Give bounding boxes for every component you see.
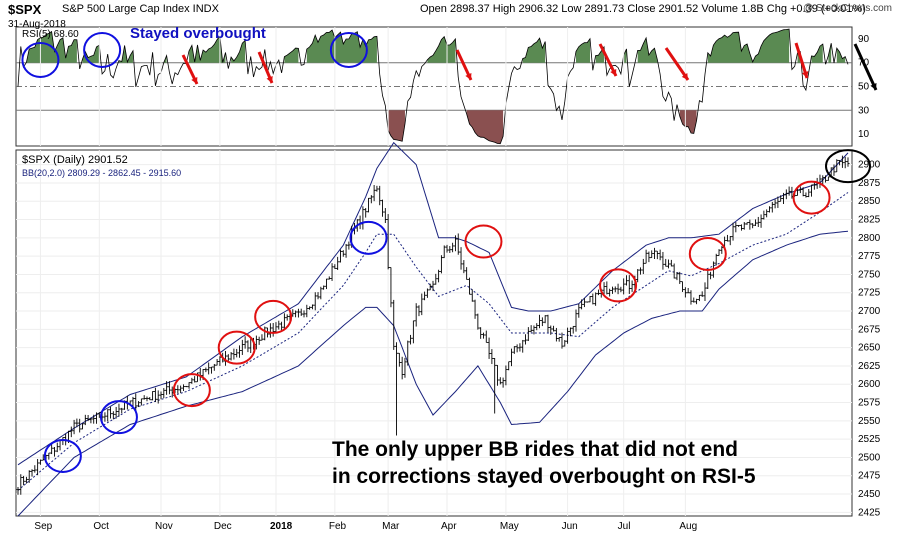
rsi-line (17, 28, 849, 145)
ohlc-readout: Open 2898.37 High 2906.32 Low 2891.73 Cl… (420, 3, 866, 15)
price-tick-label: 2775 (858, 251, 881, 262)
price-panel-frame (15, 149, 853, 517)
price-tick-label: 2425 (858, 507, 881, 518)
red-arrow-head (610, 69, 617, 76)
red-arrow-head (191, 77, 198, 84)
rsi-blue-circle (83, 32, 122, 68)
black-arrow (853, 43, 878, 91)
price-tick-label: 2750 (858, 269, 881, 280)
price-tick-label: 2475 (858, 471, 881, 482)
price-legend: $SPX (Daily) 2901.52 (22, 154, 128, 166)
upper-bollinger-band (17, 141, 849, 466)
rsi-overbought-fill (576, 38, 591, 63)
red-circle-marker (792, 180, 831, 215)
rsi-oversold-fill (388, 110, 405, 142)
x-tick-label: Apr (441, 521, 457, 532)
chart-title: $SPX (8, 2, 42, 17)
rsi-oversold-fill (679, 110, 697, 134)
price-tick-label: 2675 (858, 324, 881, 335)
x-tick-label: Nov (155, 521, 173, 532)
red-circle-marker (464, 224, 503, 259)
red-circle-marker (599, 268, 638, 303)
main-annotation: The only upper BB rides that did not end… (332, 436, 832, 490)
rsi-blue-circle (329, 32, 368, 68)
rsi-tick-label: 90 (858, 34, 870, 45)
blue-circle-marker (43, 438, 82, 473)
x-tick-label: Dec (214, 521, 232, 532)
chart-subtitle: S&P 500 Large Cap Index INDX (62, 3, 219, 15)
price-tick-label: 2575 (858, 398, 881, 409)
x-tick-label: Mar (382, 521, 400, 532)
rsi-overbought-fill (637, 37, 658, 63)
x-tick-label: 2018 (270, 521, 293, 532)
x-tick-label: Sep (34, 521, 52, 532)
red-circle-marker (217, 330, 256, 365)
red-arrow-head (266, 76, 273, 83)
x-tick-label: Jul (618, 521, 631, 532)
rsi-tick-label: 10 (858, 129, 870, 140)
price-tick-label: 2800 (858, 233, 881, 244)
rsi-overbought-fill (522, 38, 546, 63)
blue-circle-marker (99, 400, 138, 435)
price-tick-label: 2850 (858, 196, 881, 207)
price-tick-label: 2600 (858, 379, 881, 390)
main-annotation-line2: in corrections stayed overbought on RSI-… (332, 465, 756, 488)
lower-bollinger-band (17, 230, 849, 517)
x-tick-label: Feb (329, 521, 347, 532)
red-arrow (664, 47, 690, 81)
price-tick-label: 2500 (858, 452, 881, 463)
price-tick-label: 2825 (858, 215, 881, 226)
price-tick-label: 2450 (858, 489, 881, 500)
stayed-overbought-annotation: Stayed overbought (130, 25, 266, 42)
rsi-overbought-fill (189, 35, 226, 63)
chart-date: 31-Aug-2018 (8, 19, 66, 30)
price-tick-label: 2725 (858, 288, 881, 299)
x-tick-label: Aug (679, 521, 697, 532)
rsi-legend: RSI(5) 68.60 (22, 29, 79, 40)
price-tick-label: 2700 (858, 306, 881, 317)
x-tick-label: Oct (93, 521, 109, 532)
rsi-blue-circle (21, 42, 60, 78)
rsi-overbought-fill (707, 29, 790, 63)
red-circle-marker (688, 236, 727, 271)
rsi-overbought-fill (811, 44, 823, 63)
red-arrow-head (801, 71, 809, 78)
bollinger-legend: BB(20,2.0) 2809.29 - 2862.45 - 2915.60 (22, 168, 182, 178)
rsi-overbought-fill (427, 36, 456, 63)
price-tick-label: 2550 (858, 416, 881, 427)
rsi-tick-label: 30 (858, 105, 870, 116)
red-arrow-head (681, 73, 688, 80)
price-tick-label: 2625 (858, 361, 881, 372)
blue-circle-marker (349, 220, 388, 255)
rsi-overbought-fill (623, 48, 627, 63)
black-circle-marker (825, 149, 871, 184)
rsi-tick-label: 50 (858, 82, 870, 93)
red-circle-marker (254, 299, 293, 334)
rsi-overbought-fill (284, 48, 299, 63)
stockcharts-watermark: @ StockCharts.com (802, 3, 892, 14)
main-annotation-line1: The only upper BB rides that did not end (332, 438, 739, 461)
price-tick-label: 2650 (858, 343, 881, 354)
rsi-oversold-fill (466, 110, 504, 144)
price-tick-label: 2525 (858, 434, 881, 445)
rsi-overbought-fill (306, 29, 377, 63)
x-tick-label: May (500, 521, 519, 532)
red-circle-marker (172, 373, 211, 408)
red-arrow-head (465, 73, 472, 80)
x-tick-label: Jun (562, 521, 578, 532)
black-arrow-head (870, 83, 877, 90)
price-tick-label: 2875 (858, 178, 881, 189)
